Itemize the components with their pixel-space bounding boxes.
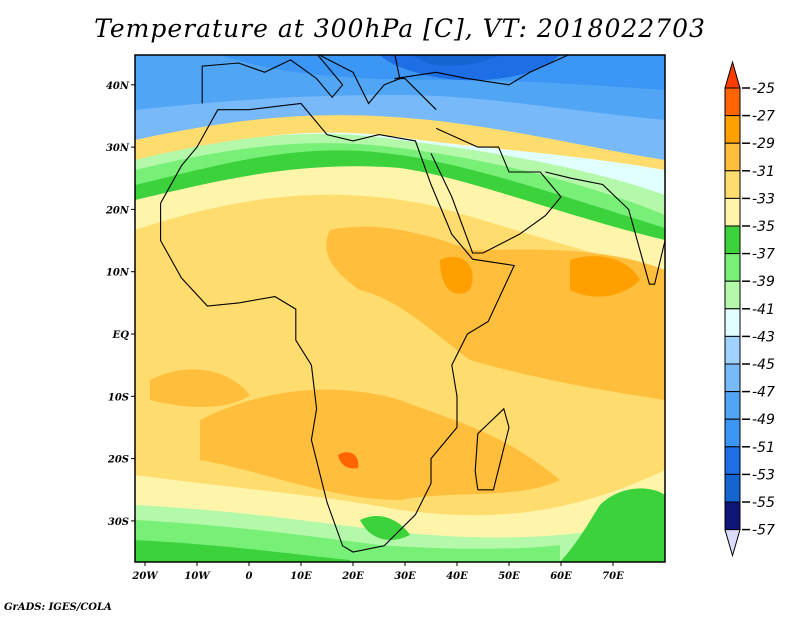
colorbar-label: -41 [752, 302, 775, 318]
contour-fill-12 [200, 389, 560, 500]
x-tick-label: 40E [446, 571, 468, 582]
colorbar-label: -37 [752, 247, 775, 263]
map-frame [134, 54, 666, 563]
colorbar-segment [724, 197, 741, 227]
colorbar-segment [724, 225, 741, 255]
coastline-europe [201, 55, 401, 105]
colorbar-label: -35 [752, 219, 775, 235]
colorbar-segment [724, 335, 741, 365]
colorbar-segment [724, 446, 741, 475]
coastline-asia [394, 55, 570, 111]
contour-fill-10 [135, 166, 665, 270]
colorbar-over-triangle [724, 60, 741, 89]
x-tick-label: 30E [394, 571, 416, 582]
colorbar-label: -31 [752, 164, 775, 180]
colorbar-label: -29 [752, 136, 775, 152]
x-tick-label: 0 [246, 571, 253, 582]
y-tick-label: 40N [106, 81, 130, 92]
x-tick-label: 10E [290, 571, 312, 582]
colorbar-segment [724, 501, 741, 531]
colorbar-under-triangle [724, 529, 741, 558]
y-tick-label: 20S [107, 455, 129, 466]
colorbar-label: -51 [752, 440, 775, 456]
colorbar-label: -39 [752, 274, 775, 290]
colorbar-label: -27 [752, 109, 775, 125]
colorbar-segment [724, 280, 741, 310]
contour-fill-15 [440, 256, 473, 294]
contour-fill-22 [360, 515, 410, 540]
x-tick-label: 10W [184, 571, 211, 582]
coastline-india [545, 171, 665, 285]
x-tick-label: 60E [550, 571, 572, 582]
coastline-madagascar [474, 407, 510, 491]
colorbar-segment [724, 418, 741, 448]
y-tick-label: 30S [108, 517, 129, 528]
colorbar-label: -43 [752, 329, 775, 345]
colorbar-segment [724, 253, 741, 282]
y-tick-label: 20N [105, 205, 130, 216]
x-tick-label: 50E [498, 571, 520, 582]
temperature-field [135, 55, 665, 562]
colorbar-label: -49 [752, 412, 775, 428]
x-tick-label: 70E [602, 571, 624, 582]
colorbar-label: -33 [752, 191, 775, 207]
chart-title: Temperature at 300hPa [C], VT: 201802270… [94, 14, 706, 43]
colorbar-label: -55 [752, 495, 775, 511]
x-tick-label: 20W [131, 571, 159, 582]
colorbar-segment [724, 142, 741, 172]
colorbar-segment [724, 308, 741, 337]
contour-fill-16 [338, 452, 359, 469]
coastline-africa [160, 102, 516, 553]
colorbar-segment [724, 170, 741, 199]
colorbar-segment [724, 473, 741, 503]
grads-credit: GrADS: IGES/COLA [4, 602, 112, 613]
coastline-arabia [430, 127, 562, 254]
contour-fill-5 [410, 55, 500, 66]
colorbar-label: -45 [752, 357, 775, 373]
colorbar-segment [724, 363, 741, 393]
colorbar-label: -53 [752, 467, 775, 483]
y-tick-label: 10N [106, 268, 130, 279]
contour-fill-13 [150, 369, 250, 407]
x-tick-label: 20E [341, 571, 364, 582]
contour-fill-14 [570, 256, 640, 297]
contour-fill-20 [135, 540, 350, 562]
colorbar-segment [724, 87, 741, 117]
colorbar-label: -57 [752, 523, 775, 539]
colorbar: -25 -27 -29 -31 -33 -35 -37 -39 -41 -43 -45 -47 -49 -… [724, 60, 775, 558]
colorbar-segment [724, 115, 741, 144]
colorbar-segment [724, 391, 741, 420]
y-tick-label: 30N [106, 143, 130, 154]
contour-fill-21 [560, 488, 665, 562]
colorbar-label: -25 [752, 81, 775, 97]
y-tick-label: 10S [108, 392, 129, 403]
colorbar-label: -47 [752, 385, 775, 401]
y-tick-label: EQ [112, 330, 130, 341]
